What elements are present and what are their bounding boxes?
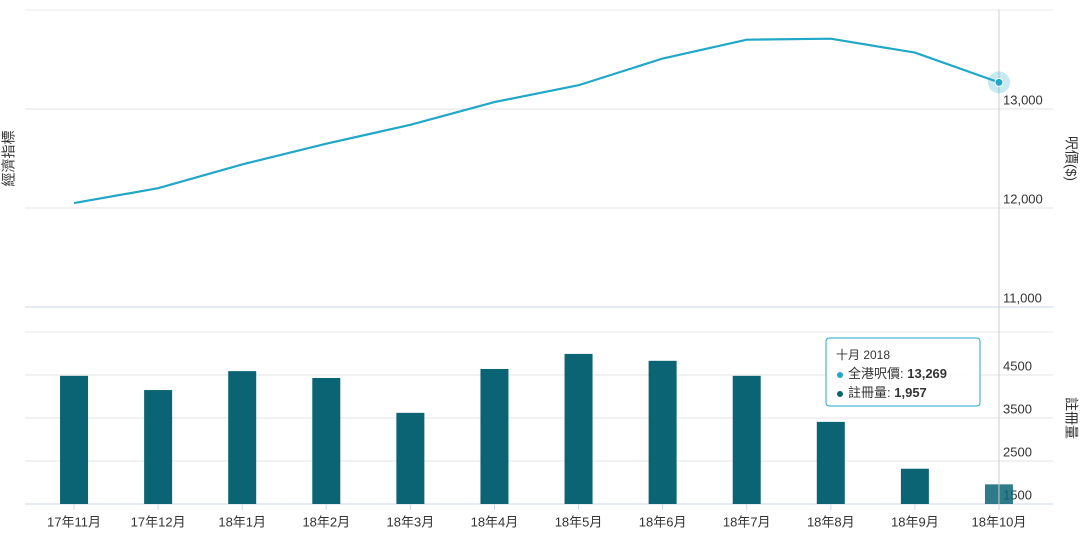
bar (732, 375, 761, 504)
y-tick-label: 13,000 (1003, 92, 1043, 107)
bar (60, 375, 89, 504)
x-tick-label: 18年5月 (555, 514, 603, 529)
y-axis-title: 註冊量 (1063, 397, 1079, 439)
x-tick-label: 18年6月 (639, 514, 687, 529)
x-tick-label: 18年7月 (723, 514, 771, 529)
x-tick-label: 18年10月 (971, 514, 1026, 529)
bar (144, 390, 173, 504)
y-tick-label: 4500 (1003, 358, 1032, 373)
bar (396, 412, 425, 504)
x-tick-label: 18年2月 (302, 514, 350, 529)
x-tick-label: 17年11月 (47, 514, 101, 529)
bar (228, 371, 257, 504)
y-tick-label: 11,000 (1003, 290, 1042, 305)
x-tick-label: 18年1月 (218, 514, 266, 529)
tooltip-row: 全港呎價: 13,269 (848, 366, 947, 381)
tooltip: 十月 2018 全港呎價: 13,269 註冊量: 1,957 (825, 337, 981, 407)
tooltip-series-name: 全港呎價 (848, 366, 900, 381)
tooltip-row: 註冊量: 1,957 (848, 385, 927, 400)
hover-point (994, 77, 1004, 87)
y-tick-label: 3500 (1003, 401, 1032, 416)
tooltip-dot (837, 372, 843, 378)
bar (900, 468, 929, 504)
bar (648, 360, 677, 504)
bar (312, 378, 341, 504)
tooltip-value: 13,269 (907, 366, 947, 381)
tooltip-dot (837, 391, 843, 397)
line-series (73, 37, 1000, 205)
bar (564, 353, 593, 504)
x-tick-label: 17年12月 (131, 514, 186, 529)
x-tick-label: 18年8月 (807, 514, 855, 529)
x-tick-label: 18年9月 (891, 514, 939, 529)
y-tick-label: 2500 (1003, 444, 1032, 459)
bar (480, 368, 509, 504)
y-axis-title: 呎價($) (1063, 136, 1079, 181)
tooltip-series-name: 註冊量 (848, 385, 887, 400)
tooltip-separator: : (900, 366, 907, 381)
x-tick-label: 18年3月 (387, 514, 435, 529)
x-tick-label: 18年4月 (471, 514, 519, 529)
tooltip-separator: : (887, 385, 894, 400)
y-tick-label: 12,000 (1003, 191, 1043, 206)
y-axis-title-left: 經濟指標 (1, 131, 17, 187)
tooltip-value: 1,957 (894, 385, 927, 400)
tooltip-box (825, 337, 981, 407)
bar (816, 421, 845, 504)
tooltip-title: 十月 2018 (836, 348, 890, 362)
